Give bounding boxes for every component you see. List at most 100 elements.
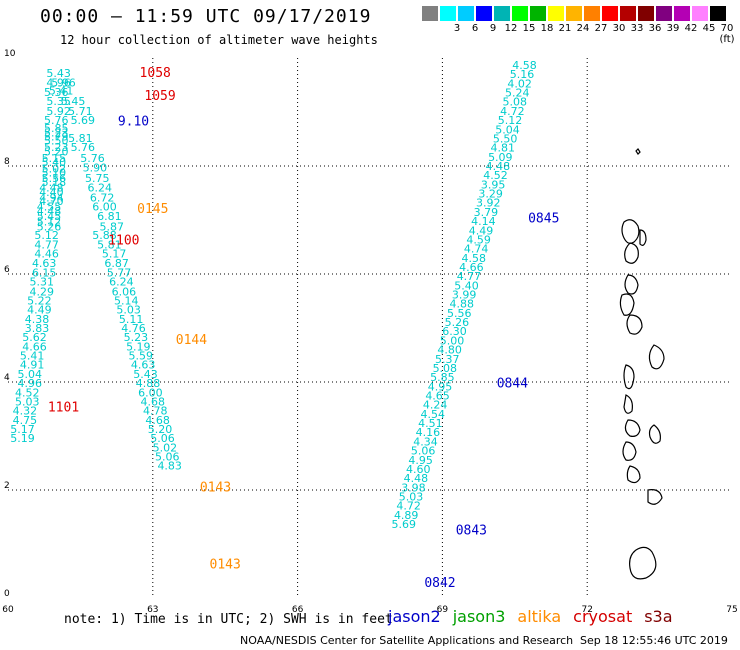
data-point-cryosat: 5.19 [10, 432, 35, 445]
y-tick-label: 10 [4, 49, 16, 59]
data-point-jason2: 4.51 [418, 417, 443, 430]
data-point-jason2: 5.50 [493, 132, 518, 145]
time-label: 0144 [176, 333, 207, 348]
data-point-jason2: 4.48 [404, 472, 429, 485]
data-point-jason2: 3.99 [452, 289, 477, 302]
data-point-cryosat: 4.48 [39, 182, 64, 195]
data-point-cryosat: 5.50 [44, 135, 69, 148]
y-tick-label: 2 [4, 481, 10, 491]
color-scale-label: 36 [648, 23, 662, 34]
data-point-jason2: 4.72 [500, 105, 525, 118]
data-point-cryosat: 4.52 [15, 386, 40, 399]
island-outline [626, 314, 643, 335]
color-scale-label: 3 [453, 23, 461, 34]
data-point-jason2: 5.08 [503, 96, 528, 109]
data-point-cryosat: 5.12 [37, 216, 62, 229]
data-point-jason2: 4.65 [425, 390, 450, 403]
data-point-cryosat: 6.06 [112, 285, 137, 298]
y-tick-label: 4 [4, 373, 10, 383]
color-swatch [548, 6, 564, 21]
data-point-cryosat: 4.78 [143, 405, 168, 418]
data-point-jason2: 4.34 [413, 435, 438, 448]
data-point-cryosat: 5.19 [126, 340, 151, 353]
data-point-cryosat: 5.75 [85, 172, 110, 185]
color-scale-label: 33 [630, 23, 644, 34]
data-point-cryosat: 6.24 [87, 182, 112, 195]
data-point-jason2: 5.24 [505, 87, 530, 100]
time-label: 0845 [528, 211, 559, 226]
data-point-jason2: 4.24 [423, 399, 448, 412]
data-point-cryosat: 4.55 [37, 201, 62, 214]
data-point-cryosat: 5.43 [46, 67, 71, 80]
data-point-cryosat: 6.00 [92, 201, 117, 214]
chart-subtitle: 12 hour collection of altimeter wave hei… [60, 33, 378, 47]
data-point-cryosat: 5.20 [148, 423, 173, 436]
y-tick-label: 8 [4, 157, 10, 167]
color-scale-label: 12 [504, 23, 518, 34]
color-swatch [566, 6, 582, 21]
data-point-cryosat: 4.83 [157, 460, 182, 473]
data-point-jason2: 5.08 [433, 362, 458, 375]
data-point-cryosat: 6.72 [90, 191, 115, 204]
data-point-cryosat: 4.96 [17, 377, 42, 390]
color-scale-label: 30 [612, 23, 626, 34]
data-point-jason2: 3.29 [478, 188, 503, 201]
data-point-jason2: 3.98 [401, 481, 426, 494]
data-point-jason2: 5.56 [447, 307, 472, 320]
data-point-cryosat: 4.63 [32, 257, 57, 270]
color-swatch [476, 6, 492, 21]
island-outline [626, 465, 641, 484]
data-point-jason2: 4.54 [420, 408, 445, 421]
color-swatch [674, 6, 690, 21]
data-point-cryosat: 5.23 [44, 127, 69, 140]
data-point-cryosat: 5.14 [114, 294, 139, 307]
color-scale-label: 42 [684, 23, 698, 34]
data-point-cryosat: 4.29 [30, 285, 55, 298]
data-point-jason2: 4.89 [394, 509, 419, 522]
data-point-cryosat: 4.68 [145, 414, 170, 427]
data-point-jason2: 4.14 [471, 215, 496, 228]
time-label: 0843 [456, 524, 487, 539]
island-outline [621, 219, 640, 244]
time-label: 0844 [497, 377, 528, 392]
data-point-jason2: 4.80 [437, 344, 462, 357]
island-outline [624, 274, 639, 295]
color-scale-label: 39 [666, 23, 680, 34]
data-point-cryosat: 5.23 [124, 331, 149, 344]
data-point-cryosat: 5.76 [80, 152, 105, 165]
data-point-jason2: 4.58 [512, 59, 537, 72]
data-point-jason2: 5.00 [440, 334, 465, 347]
island-outline [647, 489, 663, 505]
data-point-cryosat: 5.36 [44, 86, 69, 99]
data-point-cryosat: 5.76 [71, 141, 96, 154]
color-swatch [440, 6, 456, 21]
data-point-cryosat: 5.59 [128, 350, 153, 363]
data-point-cryosat: 6.81 [97, 210, 122, 223]
data-point-cryosat: 5.03 [15, 395, 40, 408]
data-point-jason2: 4.60 [406, 463, 431, 476]
data-point-jason2: 4.72 [396, 500, 421, 513]
data-point-jason2: 4.02 [507, 77, 532, 90]
legend-item-cryosat: cryosat [573, 607, 633, 626]
data-point-cryosat: 5.81 [68, 132, 93, 145]
island-outline [648, 424, 661, 444]
island-outline [624, 419, 641, 437]
island-outline [623, 394, 633, 414]
data-point-cryosat: 4.76 [121, 322, 146, 335]
color-swatch [422, 6, 438, 21]
data-point-cryosat: 5.04 [17, 368, 42, 381]
data-point-cryosat: 5.81 [97, 238, 122, 251]
data-point-cryosat: 5.03 [116, 304, 141, 317]
timestamp-text: Sep 18 12:55:46 UTC 2019 [580, 634, 728, 647]
color-scale-label: 18 [540, 23, 554, 34]
time-label: 1059 [144, 89, 175, 104]
data-point-cryosat: 4.49 [27, 304, 52, 317]
data-point-cryosat: 5.26 [37, 220, 62, 233]
data-point-cryosat: 5.12 [34, 229, 59, 242]
data-point-cryosat: 5.10 [42, 166, 67, 179]
credit-text: NOAA/NESDIS Center for Satellite Applica… [240, 634, 574, 647]
color-scale-label: 15 [522, 23, 536, 34]
x-tick-label: 63 [147, 605, 158, 615]
legend-item-jason3: jason3 [452, 607, 506, 626]
data-point-cryosat: 5.85 [44, 122, 69, 135]
